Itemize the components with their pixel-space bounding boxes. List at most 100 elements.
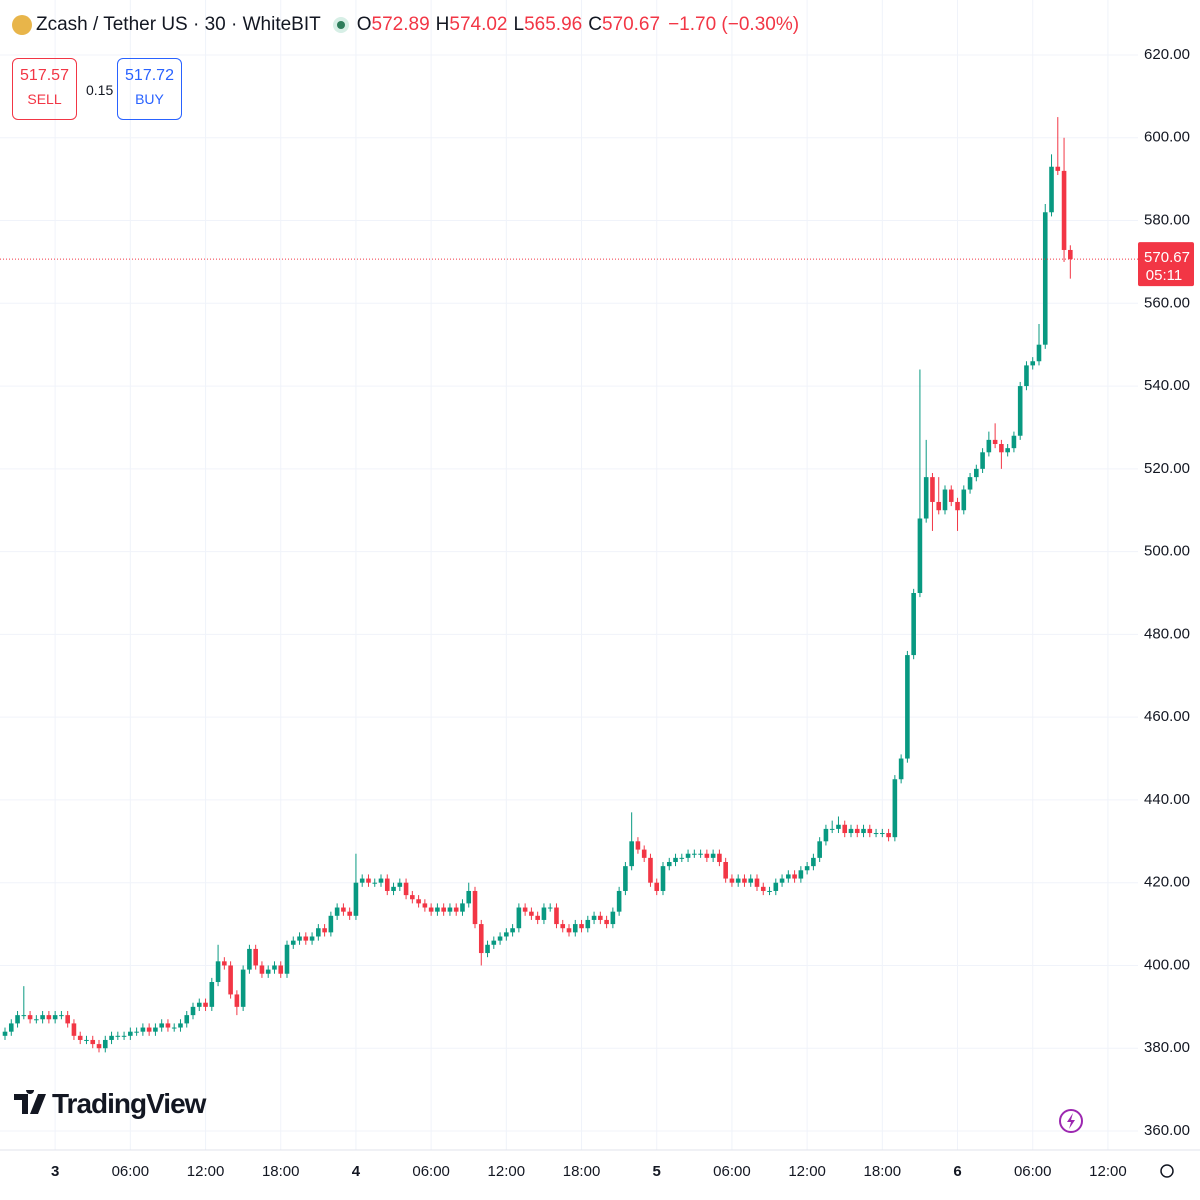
candle-body [303,936,309,941]
candle-body [704,853,710,858]
candle-body [873,833,879,835]
candle-body [773,882,779,891]
candle-body [165,1023,171,1028]
x-tick-label: 18:00 [864,1163,902,1180]
candle-body [792,874,797,879]
candle-body [836,824,841,829]
candle-body [1017,386,1023,436]
alert-icon [1059,1109,1083,1133]
candle-body [410,895,415,900]
candle-body [673,857,678,863]
candle-body [353,882,359,916]
sell-button[interactable]: 517.57 SELL [12,58,77,120]
candle-body [397,882,403,887]
candle-body [153,1027,158,1032]
candle-body [748,878,754,883]
y-tick-label: 560.00 [1144,294,1190,311]
candle-body [171,1027,177,1029]
candle-body [804,866,810,871]
candle-body [961,489,967,511]
candle-body [560,924,566,929]
candle-body [447,907,453,912]
candle-body [898,758,904,780]
candle-body [1011,435,1017,449]
l-label: L [513,14,525,35]
buy-label: BUY [135,91,164,107]
candle-body [635,841,641,850]
candle-body [516,907,522,929]
candle-body [1049,166,1054,213]
buy-button[interactable]: 517.72 BUY [117,58,182,120]
y-tick-label: 500.00 [1144,543,1190,560]
x-tick-label: 12:00 [788,1163,826,1180]
candle-body [905,655,910,759]
candle-body [829,828,835,830]
candle-body [278,965,284,974]
candle-body [247,948,252,970]
candle-body [34,1019,39,1021]
candle-body [817,841,822,858]
candle-body [1061,170,1067,250]
candle-body [955,501,960,511]
x-tick-label: 18:00 [262,1163,300,1180]
candle-body [497,936,503,941]
y-tick-label: 480.00 [1144,625,1190,642]
candle-body [980,452,985,469]
y-tick-label: 360.00 [1144,1122,1190,1139]
candle-body [591,915,597,920]
x-tick-label: 12:00 [488,1163,526,1180]
candle-body [334,907,340,916]
symbol-header: Zcash / Tether US · 30 · WhiteBIT O 572.8… [12,14,799,36]
candle-body [466,890,472,904]
candle-body [428,907,434,912]
candle-body [992,439,998,445]
candle-body [848,828,854,834]
candle-body [880,833,885,835]
candle-body [742,878,747,883]
candle-body [616,890,622,912]
h-value: 574.02 [449,14,508,35]
candle-body [754,878,760,887]
candle-body [21,1015,27,1017]
candle-body [986,439,992,453]
candle-body [115,1035,121,1037]
spread: 0.15 [86,82,114,98]
candle-body [554,907,559,925]
candle-body [1024,365,1029,387]
candle-body [1030,361,1036,366]
candle-body [422,903,428,908]
candle-body [134,1031,139,1033]
candle-body [435,907,440,912]
x-tick-label: 12:00 [1089,1163,1127,1180]
candle-body [8,1023,14,1032]
candle-body [892,779,898,838]
candle-body [585,919,591,929]
candle-body [648,857,653,883]
y-tick-label: 620.00 [1144,46,1190,63]
candle-body [27,1015,33,1020]
candle-body [96,1044,102,1049]
candle-body [692,853,697,855]
candle-body [610,911,616,925]
candle-body [1036,344,1042,362]
candle-body [90,1039,96,1045]
candle-body [760,886,766,891]
candle-body [491,940,497,945]
candle-body [566,928,572,933]
x-tick-label: 3 [51,1163,59,1180]
candle-body [547,907,553,909]
candle-body [328,915,334,933]
x-tick-label: 06:00 [713,1163,751,1180]
candle-body [102,1039,108,1049]
candle-body [654,882,660,891]
candle-body [297,936,302,941]
candle-body [52,1015,58,1020]
candle-body [666,862,672,867]
candle-body [46,1015,52,1020]
symbol[interactable]: Zcash / Tether US · 30 · WhiteBIT [36,14,321,35]
candle-body [159,1023,164,1028]
x-tick-label: 4 [352,1163,361,1180]
candle-body [384,878,390,891]
candle-body [529,911,534,916]
